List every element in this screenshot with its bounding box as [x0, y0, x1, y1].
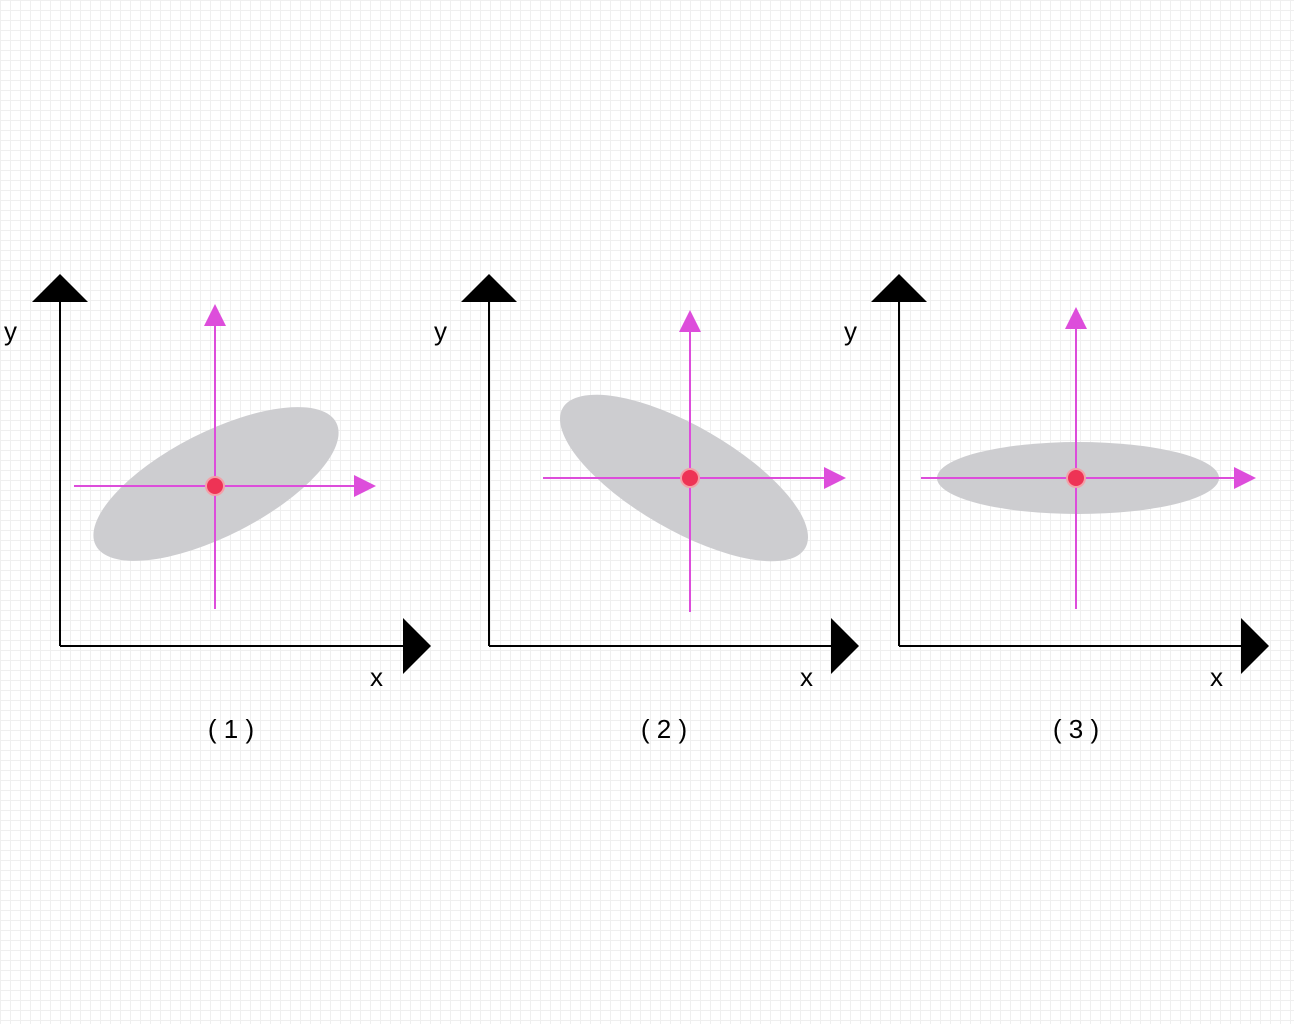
panel-caption: ( 2 ): [641, 714, 687, 744]
panel-2: y x ( 2 ): [434, 274, 859, 744]
panel-3: y x ( 3 ): [844, 274, 1269, 744]
x-axis-label: x: [370, 662, 383, 692]
panel-1: y x ( 1 ): [4, 274, 431, 744]
y-axis-arrowhead: [461, 274, 517, 302]
center-point: [1066, 468, 1086, 488]
x-axis-label: x: [1210, 662, 1223, 692]
panel-caption: ( 1 ): [208, 714, 254, 744]
x-axis-arrowhead: [831, 618, 859, 674]
x-axis: [60, 618, 431, 674]
y-axis-label: y: [844, 316, 857, 346]
panel-caption: ( 3 ): [1053, 714, 1099, 744]
center-point: [205, 476, 225, 496]
y-axis: [461, 274, 517, 646]
x-axis: [899, 618, 1269, 674]
x-axis-label: x: [800, 662, 813, 692]
x-axis: [489, 618, 859, 674]
x-axis-arrowhead: [1241, 618, 1269, 674]
y-axis-arrowhead: [32, 274, 88, 302]
y-axis-arrowhead: [871, 274, 927, 302]
x-axis-arrowhead: [403, 618, 431, 674]
y-axis: [32, 274, 88, 646]
y-axis-label: y: [434, 316, 447, 346]
y-axis-label: y: [4, 316, 17, 346]
y-axis: [871, 274, 927, 646]
center-point: [680, 468, 700, 488]
